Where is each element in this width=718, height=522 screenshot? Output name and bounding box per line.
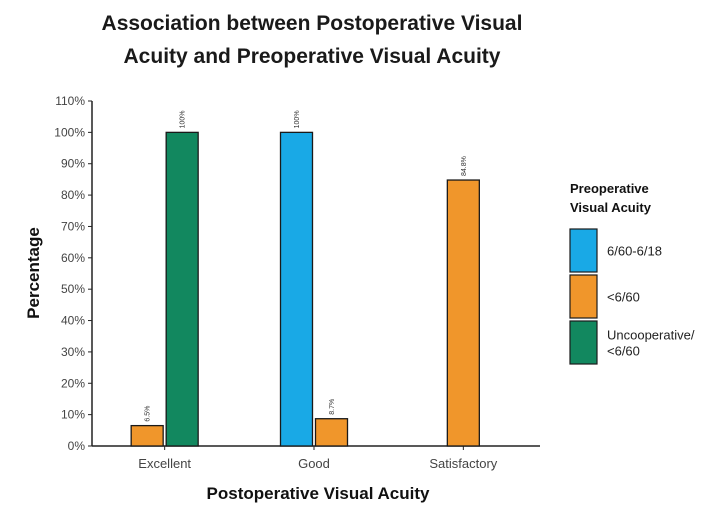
- legend-label: 6/60-6/18: [607, 244, 662, 259]
- bar-value-label: 100%: [294, 110, 301, 128]
- bar-value-label: 100%: [180, 110, 187, 128]
- y-tick-label: 80%: [61, 188, 85, 202]
- legend-swatch: [569, 320, 598, 365]
- y-tick-label: 40%: [61, 314, 85, 328]
- y-tick-label: 100%: [54, 125, 85, 139]
- chart-title-line-1: Association between Postoperative Visual: [102, 12, 523, 35]
- x-tick-label: Satisfactory: [429, 456, 497, 471]
- y-tick-label: 10%: [61, 408, 85, 422]
- bar-value-label: 84.8%: [461, 156, 468, 176]
- bar: [314, 418, 349, 447]
- x-tick-label: Good: [298, 456, 330, 471]
- y-tick-label: 90%: [61, 157, 85, 171]
- data-labels: 6.5% 100% 100% 8.7% 84.8%: [145, 110, 468, 421]
- x-axis-title: Postoperative Visual Acuity: [207, 484, 431, 503]
- y-tick-label: 30%: [61, 345, 85, 359]
- bar: [130, 424, 164, 447]
- y-tick-label: 110%: [55, 94, 85, 108]
- legend-swatch: [569, 274, 598, 319]
- bars: [130, 131, 480, 447]
- y-tick-label: 20%: [61, 376, 85, 390]
- legend-label: <6/60: [607, 344, 640, 359]
- legend-swatch: [569, 228, 598, 273]
- y-tick-label: 0%: [68, 439, 86, 453]
- bar: [165, 131, 199, 447]
- bar: [446, 179, 480, 447]
- y-tick-label: 60%: [61, 251, 85, 265]
- bar-value-label: 6.5%: [145, 406, 152, 422]
- legend-title-line: Visual Acuity: [570, 200, 652, 215]
- y-tick-label: 70%: [61, 219, 85, 233]
- chart-title-line-2: Acuity and Preoperative Visual Acuity: [124, 45, 501, 68]
- axes: 0% 10% 20% 30% 40% 50% 60% 70% 80% 90% 100% 110% Exc…: [54, 94, 540, 471]
- bar-value-label: 8.7%: [329, 399, 336, 415]
- legend-title-line: Preoperative: [570, 181, 649, 196]
- x-tick-label: Excellent: [138, 456, 191, 471]
- y-tick-label: 50%: [61, 282, 85, 296]
- legend-label: <6/60: [607, 290, 640, 305]
- legend-label: Uncooperative/: [607, 328, 695, 343]
- y-axis-title: Percentage: [24, 227, 43, 319]
- bar: [279, 131, 314, 447]
